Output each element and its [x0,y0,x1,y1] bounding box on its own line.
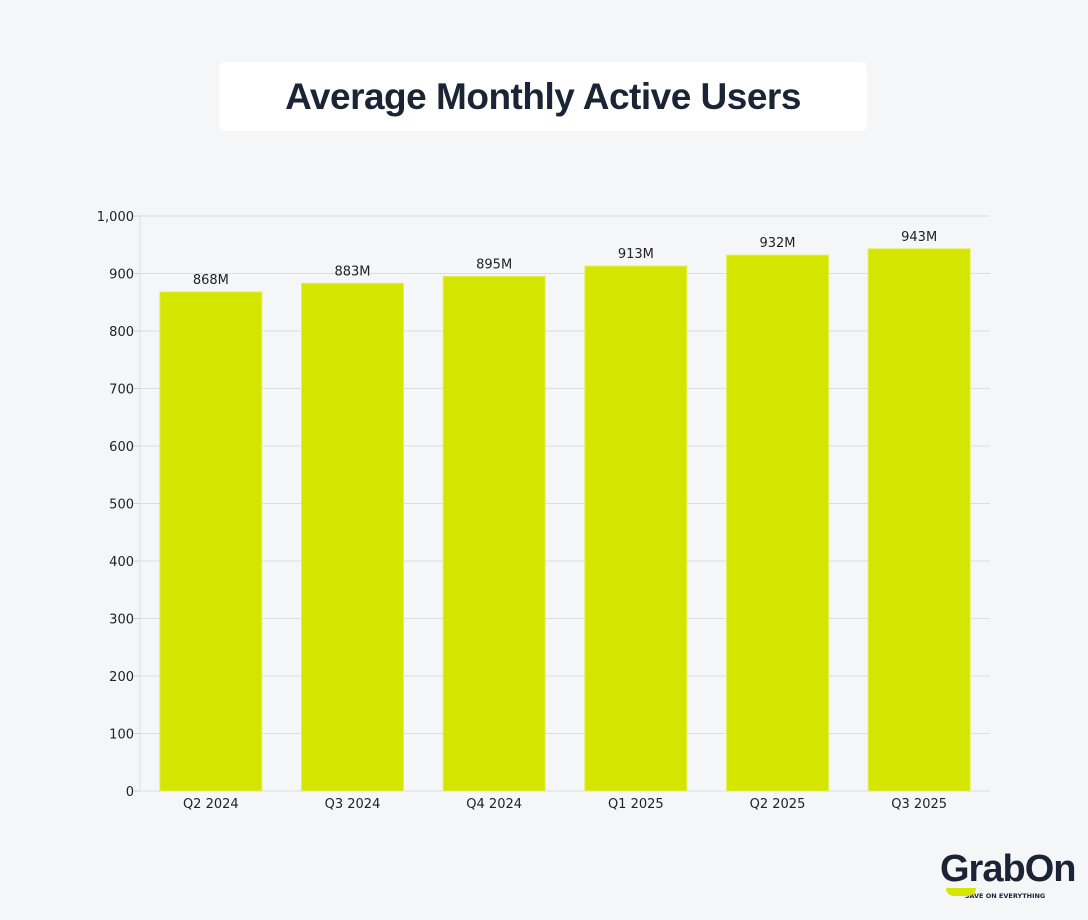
chart-title: Average Monthly Active Users [285,75,801,117]
data-label: 883M [334,264,370,279]
data-label: 895M [476,257,512,272]
bar [159,291,263,792]
bar [442,275,546,792]
bar [301,282,404,792]
y-tick-label: 1,000 [97,210,134,225]
bar [584,265,688,792]
y-tick-label: 100 [109,728,134,743]
logo-wordmark: GrabOn [940,848,1076,890]
x-tick-label: Q1 2025 [608,797,664,812]
x-tick-label: Q3 2024 [325,797,381,812]
y-tick-label: 800 [109,325,134,340]
logo-smile [946,888,976,896]
y-tick-label: 200 [109,670,134,685]
x-tick-label: Q3 2025 [891,797,947,812]
y-tick-label: 700 [109,383,134,398]
y-tick-label: 500 [109,498,134,513]
data-label: 913M [618,247,654,262]
data-label: 943M [901,230,937,245]
x-tick-label: Q2 2025 [750,797,806,812]
y-tick-label: 0 [126,785,134,800]
y-tick-label: 900 [109,268,134,283]
bar [867,248,971,792]
logo-tagline: SAVE ON EVERYTHING [964,892,1046,900]
data-label: 868M [193,273,229,288]
y-tick-label: 400 [109,555,134,570]
x-tick-label: Q2 2024 [183,797,239,812]
bar [726,254,829,792]
title-box: Average Monthly Active Users [219,62,867,131]
y-tick-label: 600 [109,440,134,455]
data-label: 932M [759,236,795,251]
grabon-logo: GrabOn SAVE ON EVERYTHING [940,848,1076,900]
y-tick-label: 300 [109,613,134,628]
x-tick-label: Q4 2024 [466,797,522,812]
